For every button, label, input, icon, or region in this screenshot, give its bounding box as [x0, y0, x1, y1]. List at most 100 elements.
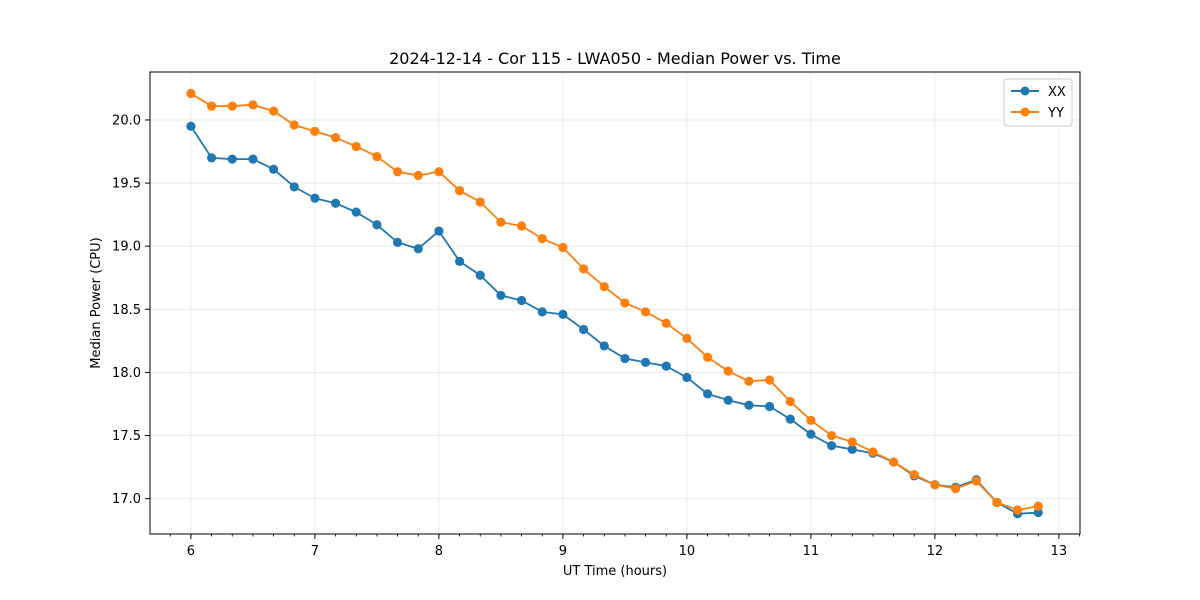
y-tick-label: 17.5	[112, 429, 141, 444]
data-point-yy	[661, 318, 671, 328]
data-point-yy	[578, 264, 589, 274]
data-point-xx	[475, 270, 485, 280]
grid-lines	[150, 72, 1080, 534]
data-point-yy	[909, 470, 919, 480]
data-point-xx	[248, 154, 258, 164]
data-point-yy	[806, 415, 816, 425]
data-point-yy	[227, 101, 237, 111]
data-point-yy	[620, 298, 630, 308]
x-tick-label: 8	[435, 544, 443, 559]
data-point-xx	[661, 361, 671, 371]
data-point-yy	[289, 120, 299, 130]
data-point-yy	[826, 430, 837, 441]
legend-marker-yy	[1020, 107, 1030, 117]
data-point-xx	[640, 357, 651, 367]
data-point-yy	[702, 352, 713, 362]
data-point-yy	[310, 126, 320, 136]
data-point-xx	[785, 414, 795, 424]
data-point-xx	[599, 341, 609, 351]
y-tick-label: 18.5	[112, 303, 141, 318]
data-point-yy	[268, 106, 279, 116]
data-point-xx	[620, 353, 630, 364]
data-point-yy	[351, 141, 361, 152]
data-point-yy	[640, 307, 651, 317]
data-point-yy	[723, 366, 733, 376]
legend: XX YY	[1003, 78, 1073, 127]
data-point-xx	[434, 226, 444, 236]
data-point-yy	[682, 333, 692, 343]
data-point-xx	[289, 182, 299, 192]
x-tick-label: 9	[559, 544, 567, 559]
data-point-xx	[558, 309, 568, 319]
data-point-yy	[516, 221, 527, 231]
legend-marker-xx	[1020, 86, 1030, 96]
x-tick-label: 11	[803, 544, 820, 559]
data-point-xx	[702, 389, 713, 399]
axis-ticks: 6 7 8 9 10 11 12 13 17.0 17.5 18.0 18.5 19.0 19.5 20.0	[112, 113, 1080, 559]
series-yy	[186, 88, 1043, 515]
x-tick-label: 12	[927, 544, 944, 559]
data-point-xx	[330, 198, 341, 208]
y-axis-title: Median Power (CPU)	[89, 237, 104, 368]
legend-label-xx: XX	[1048, 85, 1066, 100]
data-point-xx	[351, 207, 361, 217]
x-tick-label: 6	[187, 544, 195, 559]
legend-entry-xx: XX	[1011, 85, 1066, 100]
legend-entry-yy: YY	[1011, 106, 1064, 121]
data-point-yy	[744, 376, 754, 386]
data-point-yy	[847, 437, 857, 447]
data-point-xx	[392, 237, 403, 248]
data-point-yy	[599, 281, 609, 292]
data-point-yy	[1012, 505, 1023, 515]
data-point-yy	[186, 88, 196, 99]
y-tick-label: 20.0	[112, 113, 141, 128]
data-point-yy	[950, 483, 961, 494]
x-tick-label: 13	[1051, 544, 1068, 559]
data-point-xx	[682, 372, 692, 383]
data-point-xx	[227, 154, 237, 164]
data-point-yy	[496, 217, 506, 227]
data-point-xx	[268, 164, 279, 174]
plot-frame	[149, 71, 1081, 535]
x-tick-label: 10	[679, 544, 696, 559]
data-point-xx	[496, 290, 506, 301]
data-point-yy	[454, 186, 465, 196]
y-tick-label: 19.0	[112, 240, 141, 255]
data-point-xx	[310, 193, 320, 203]
data-point-yy	[992, 497, 1002, 508]
chart-title: 2024-12-14 - Cor 115 - LWA050 - Median P…	[389, 49, 841, 68]
y-tick-label: 17.0	[112, 492, 141, 507]
data-point-yy	[764, 375, 775, 385]
data-point-yy	[330, 133, 341, 143]
data-point-xx	[723, 395, 733, 405]
data-point-xx	[744, 400, 754, 410]
data-point-yy	[785, 396, 795, 407]
y-tick-label: 18.0	[112, 366, 141, 381]
data-point-xx	[537, 307, 547, 317]
data-point-yy	[888, 457, 899, 467]
data-point-xx	[454, 256, 465, 266]
data-point-xx	[806, 429, 816, 439]
data-point-xx	[516, 295, 527, 306]
data-point-yy	[558, 242, 568, 253]
data-point-xx	[847, 444, 857, 455]
data-point-xx	[764, 401, 775, 412]
data-point-xx	[186, 121, 196, 131]
x-axis-title: UT Time (hours)	[563, 564, 667, 579]
data-point-xx	[826, 441, 837, 451]
data-point-yy	[392, 167, 403, 177]
data-point-yy	[930, 480, 940, 490]
data-point-yy	[413, 170, 423, 181]
y-tick-label: 19.5	[112, 177, 141, 192]
data-point-xx	[372, 220, 382, 230]
legend-label-yy: YY	[1047, 106, 1064, 121]
data-point-xx	[1033, 507, 1043, 518]
data-point-yy	[868, 447, 878, 457]
data-point-yy	[971, 476, 981, 486]
data-point-yy	[372, 151, 382, 162]
data-point-xx	[578, 324, 589, 335]
data-point-yy	[434, 167, 444, 177]
data-point-yy	[1033, 501, 1043, 511]
data-point-xx	[206, 153, 217, 163]
